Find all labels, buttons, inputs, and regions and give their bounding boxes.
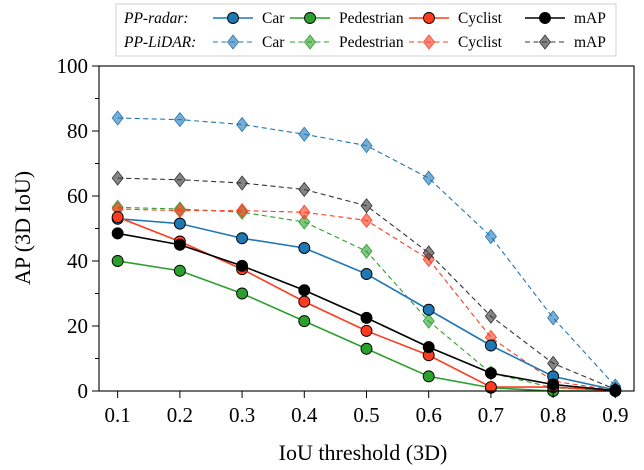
series-line	[117, 206, 616, 392]
data-point	[360, 198, 373, 214]
legend-entry-label: Cyclist	[458, 10, 503, 27]
data-point	[360, 212, 373, 229]
legend-entry-label: mAP	[574, 34, 606, 51]
data-point	[236, 232, 249, 245]
data-point	[484, 308, 497, 324]
series-pp-lidar-pedestrian	[111, 199, 622, 399]
series-pp-radar-cyclist	[111, 211, 622, 397]
y-axis-title: AP (3D IoU)	[10, 171, 35, 285]
data-point	[236, 287, 249, 300]
data-point	[422, 313, 435, 329]
data-point	[422, 170, 435, 186]
x-tick-label: 0.1	[105, 403, 131, 427]
legend-marker	[538, 34, 552, 50]
data-point	[236, 259, 249, 272]
y-tick-label: 20	[67, 314, 88, 338]
data-point	[298, 181, 311, 198]
x-axis-title: IoU threshold (3D)	[279, 440, 448, 465]
series-pp-lidar-map	[111, 170, 622, 398]
x-tick-label: 0.3	[229, 403, 255, 427]
data-point	[298, 204, 311, 220]
data-point	[547, 355, 560, 372]
y-tick-label: 40	[67, 249, 88, 273]
series-pp-radar-map	[111, 227, 622, 397]
series-line	[117, 216, 616, 392]
legend-entry-label: Car	[262, 10, 285, 27]
data-point	[422, 341, 435, 354]
data-point	[173, 264, 186, 277]
x-tick-label: 0.9	[602, 403, 628, 427]
data-point	[422, 370, 435, 383]
legend-marker	[303, 34, 317, 50]
data-point	[422, 303, 435, 316]
legend-marker	[304, 12, 316, 24]
data-point	[236, 202, 249, 219]
data-point	[236, 175, 249, 191]
y-tick-label: 60	[67, 184, 88, 208]
data-point	[173, 217, 186, 230]
legend-entry-label: Cyclist	[458, 34, 503, 51]
series-pp-lidar-cyclist	[111, 201, 622, 398]
data-point	[484, 339, 497, 352]
data-point	[484, 367, 497, 380]
data-point	[547, 310, 560, 326]
data-point	[111, 211, 124, 224]
data-point	[236, 116, 249, 133]
data-point	[173, 238, 186, 251]
x-tick-label: 0.5	[353, 403, 379, 427]
data-point	[298, 242, 311, 254]
y-tick-label: 100	[57, 54, 89, 78]
legend-entry-label: Pedestrian	[339, 10, 404, 27]
legend-entry-label: Pedestrian	[339, 34, 404, 51]
legend: PP-radar: Car Pedestrian Cyclist mAP PP-LiDAR…	[115, 3, 617, 57]
data-point	[111, 255, 124, 267]
legend-group-label: PP-LiDAR:	[123, 34, 196, 51]
legend-marker	[422, 34, 436, 50]
data-point	[360, 268, 373, 280]
x-tick-label: 0.2	[167, 403, 193, 427]
data-point	[173, 202, 186, 219]
data-point	[360, 342, 373, 355]
data-point	[360, 324, 373, 337]
data-point	[111, 170, 124, 186]
legend-entry-label: Car	[262, 34, 285, 51]
legend-entry-label: mAP	[574, 10, 606, 27]
data-point	[547, 378, 560, 391]
data-point	[298, 126, 311, 142]
data-point	[111, 110, 124, 126]
data-point	[298, 284, 311, 297]
legend-marker	[227, 12, 239, 24]
axes: 0 20 40 60 80 100 0.1 0.2 0.3 0.4 0.5 0.6 0.7 0.8 0.9	[57, 54, 635, 427]
data-point	[173, 172, 186, 188]
data-point	[298, 295, 311, 308]
legend-marker	[423, 12, 435, 24]
data-point	[173, 111, 186, 128]
data-point	[360, 243, 373, 259]
data-point	[360, 137, 373, 154]
legend-box	[115, 3, 617, 57]
series-pp-radar-car	[111, 212, 622, 396]
data-point	[422, 245, 435, 261]
plot-area	[111, 110, 622, 399]
x-tick-label: 0.7	[478, 403, 504, 427]
x-tick-label: 0.4	[291, 403, 318, 427]
series-line	[117, 208, 616, 391]
legend-marker	[226, 34, 240, 50]
data-point	[360, 311, 373, 324]
legend-group-label: PP-radar:	[123, 10, 189, 27]
y-tick-label: 80	[67, 119, 88, 143]
data-point	[484, 228, 497, 245]
data-point	[298, 315, 311, 328]
x-tick-label: 0.8	[540, 403, 566, 427]
data-point	[111, 227, 124, 240]
y-tick-label: 0	[78, 379, 89, 403]
legend-marker	[539, 12, 551, 24]
x-tick-label: 0.6	[416, 403, 442, 427]
data-point	[298, 214, 311, 230]
